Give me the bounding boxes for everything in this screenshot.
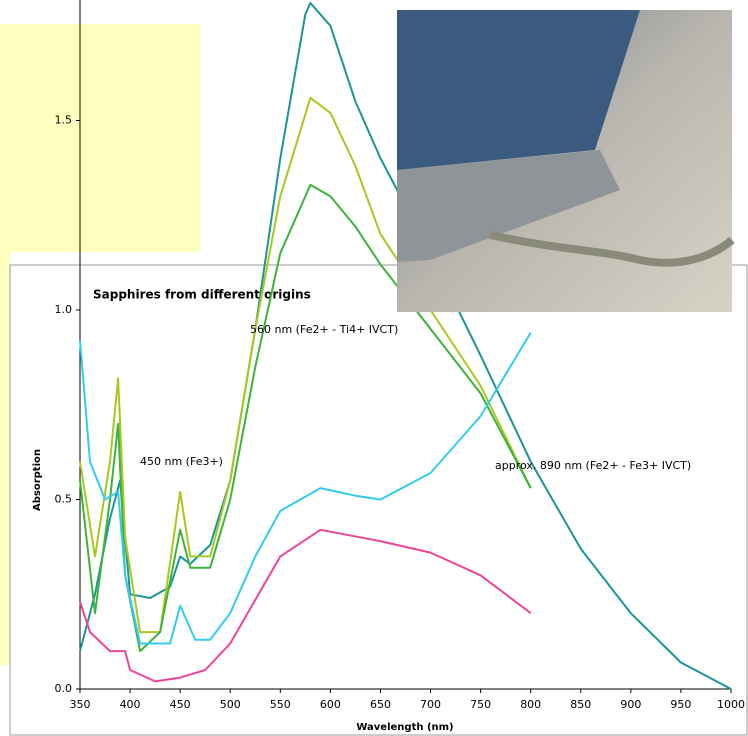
- series-line: [79, 528, 532, 683]
- photo-screen: [397, 10, 640, 170]
- chart-title: Sapphires from different origins: [93, 288, 311, 302]
- photo-laptop-base: [397, 150, 620, 262]
- series-line: [79, 332, 532, 645]
- series-line: [79, 183, 532, 653]
- x-tick-label: 750: [470, 698, 491, 711]
- x-tick-label: 600: [320, 698, 341, 711]
- x-tick-label: 500: [220, 698, 241, 711]
- x-tick-label: 850: [570, 698, 591, 711]
- x-tick-label: 650: [370, 698, 391, 711]
- y-tick-label: 0.0: [55, 682, 73, 695]
- x-axis-label: Wavelength (nm): [356, 722, 453, 733]
- y-tick-label: 0.5: [55, 493, 73, 506]
- series-line: [79, 96, 532, 634]
- photo: [397, 10, 735, 312]
- annotation: 560 nm (Fe2+ - Ti4+ IVCT): [250, 323, 398, 336]
- note-strip: [0, 252, 10, 665]
- x-tick-label: 800: [520, 698, 541, 711]
- annotation: approx. 890 nm (Fe2+ - Fe3+ IVCT): [495, 459, 691, 472]
- note-box: [0, 24, 200, 252]
- x-tick-label: 950: [670, 698, 691, 711]
- x-tick-label: 450: [170, 698, 191, 711]
- plot-area: 0.00.51.01.52.03504004505005506006507007…: [55, 0, 745, 711]
- y-tick-label: 1.0: [55, 303, 73, 316]
- x-tick-label: 900: [620, 698, 641, 711]
- y-axis-label: Absorption: [32, 449, 43, 511]
- x-tick-label: 550: [270, 698, 291, 711]
- photo-cable: [489, 231, 735, 267]
- x-tick-label: 1000: [717, 698, 745, 711]
- x-tick-label: 700: [420, 698, 441, 711]
- annotation: 450 nm (Fe3+): [140, 455, 223, 468]
- x-tick-label: 350: [70, 698, 91, 711]
- x-tick-label: 400: [120, 698, 141, 711]
- y-tick-label: 1.5: [55, 114, 73, 127]
